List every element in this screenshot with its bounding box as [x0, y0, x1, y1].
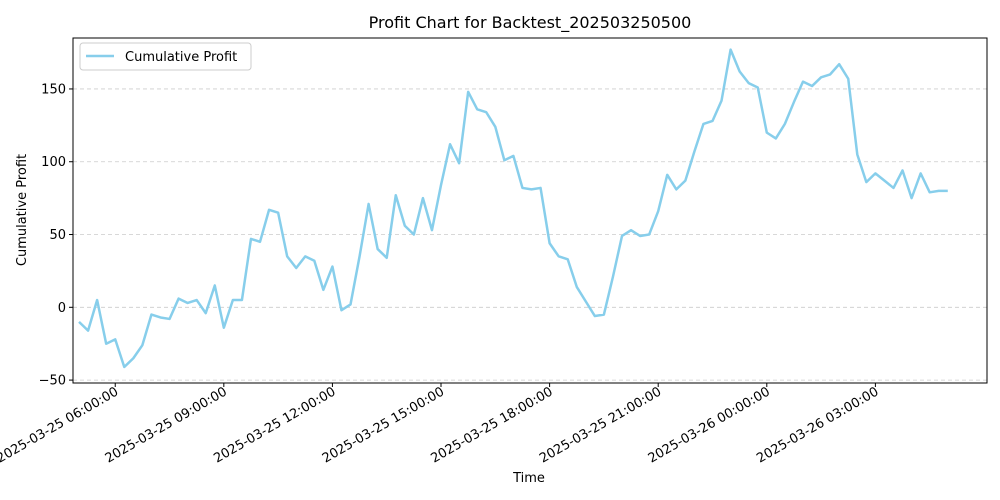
y-tick-label: 100: [41, 155, 66, 170]
x-tick-label: 2025-03-26 03:00:00: [754, 384, 881, 466]
y-tick-label: −50: [39, 374, 66, 389]
y-tick-label: 0: [58, 301, 66, 316]
chart-title: Profit Chart for Backtest_202503250500: [369, 13, 692, 33]
legend-box: [79, 42, 252, 71]
y-tick-label: 50: [49, 228, 66, 243]
x-axis-label: Time: [512, 471, 545, 486]
plot-frame: [72, 37, 988, 384]
y-axis-label: Cumulative Profit: [15, 154, 30, 266]
legend-label: Cumulative Profit: [125, 50, 237, 65]
y-axis: −50 0 50 100 150: [39, 82, 73, 389]
cumulative-profit-line: [78, 48, 948, 369]
legend: Cumulative Profit: [79, 42, 252, 71]
y-tick-label: 150: [41, 82, 66, 97]
y-gridlines: [73, 88, 987, 381]
series-group: [78, 48, 948, 369]
